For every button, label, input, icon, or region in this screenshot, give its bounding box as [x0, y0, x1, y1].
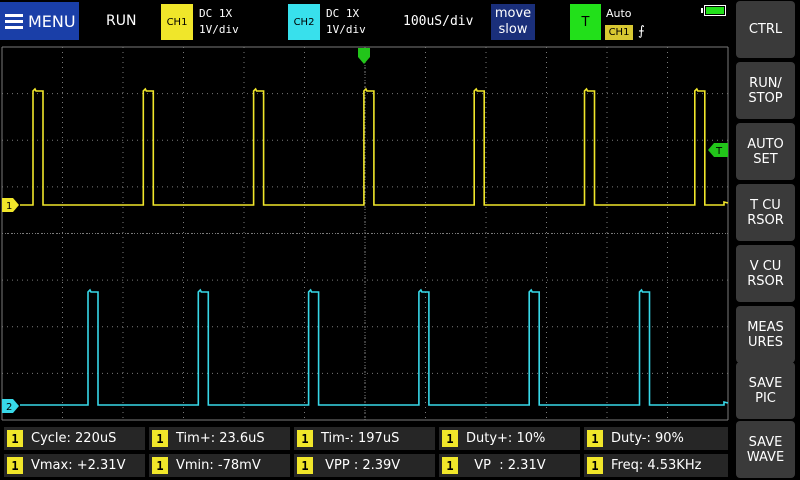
ch1-scale: 1V/div — [199, 23, 239, 36]
trigger-level-marker[interactable]: T — [708, 143, 728, 157]
measurement-tim-minus[interactable]: 1 Tim-: 197uS — [294, 427, 435, 450]
measurement-channel: 1 — [297, 457, 313, 474]
measurement-channel: 1 — [587, 430, 603, 447]
battery-nub — [701, 8, 703, 13]
measurement-cycle[interactable]: 1 Cycle: 220uS — [4, 427, 145, 450]
ch1-waveform — [20, 87, 729, 206]
v-cursor-button[interactable]: V CU RSOR — [736, 245, 795, 302]
measurement-value: VP : 2.31V — [466, 458, 546, 473]
measurement-value: Vmin: -78mV — [176, 458, 261, 473]
measurement-vp[interactable]: 1 VP : 2.31V — [439, 454, 580, 477]
move-speed-line2: slow — [498, 22, 528, 37]
trigger-position-marker[interactable] — [358, 48, 370, 64]
measurement-value: Freq: 4.53KHz — [611, 458, 702, 473]
trigger-badge[interactable]: T — [570, 4, 601, 40]
measurement-duty-plus[interactable]: 1 Duty+: 10% — [439, 427, 580, 450]
measurement-value: Duty+: 10% — [466, 431, 546, 446]
ch1-settings[interactable]: DC 1X 1V/div — [199, 6, 239, 38]
ch2-ground-marker[interactable]: 2 — [2, 399, 19, 413]
ch1-marker-label: 1 — [6, 201, 12, 212]
measurement-channel: 1 — [442, 457, 458, 474]
waveform-canvas[interactable]: T 1 2 — [0, 45, 730, 425]
auto-set-button[interactable]: AUTO SET — [736, 123, 795, 180]
menu-button[interactable]: MENU — [0, 2, 79, 40]
run-status[interactable]: RUN — [106, 13, 137, 29]
measurement-value: Tim+: 23.6uS — [176, 431, 265, 446]
measurement-channel: 1 — [7, 457, 23, 474]
measurement-freq[interactable]: 1 Freq: 4.53KHz — [584, 454, 728, 477]
measurement-tim-plus[interactable]: 1 Tim+: 23.6uS — [149, 427, 290, 450]
measurement-value: VPP : 2.39V — [321, 458, 401, 473]
move-speed-button[interactable]: move slow — [491, 4, 535, 40]
measurement-value: Cycle: 220uS — [31, 431, 117, 446]
menu-label: MENU — [28, 11, 76, 31]
measurement-value: Vmax: +2.31V — [31, 458, 126, 473]
t-cursor-button[interactable]: T CU RSOR — [736, 184, 795, 241]
ch2-marker-label: 2 — [6, 402, 12, 413]
measurement-value: Duty-: 90% — [611, 431, 684, 446]
trigger-mode[interactable]: Auto — [606, 7, 632, 20]
measurement-channel: 1 — [152, 457, 168, 474]
measurement-vmin[interactable]: 1 Vmin: -78mV — [149, 454, 290, 477]
measurement-channel: 1 — [7, 430, 23, 447]
measurement-channel: 1 — [442, 430, 458, 447]
ctrl-button[interactable]: CTRL — [736, 1, 795, 58]
measurement-channel: 1 — [297, 430, 313, 447]
measures-button[interactable]: MEAS URES — [736, 306, 795, 363]
measurement-channel: 1 — [152, 430, 168, 447]
ch2-scale: 1V/div — [326, 23, 366, 36]
trigger-source[interactable]: CH1 — [605, 25, 633, 40]
save-wave-button[interactable]: SAVE WAVE — [736, 421, 795, 478]
ch2-waveform — [20, 288, 729, 406]
save-pic-button[interactable]: SAVE PIC — [736, 362, 795, 419]
ch1-badge[interactable]: CH1 — [161, 4, 193, 40]
measurement-vmax[interactable]: 1 Vmax: +2.31V — [4, 454, 145, 477]
battery-fill — [706, 7, 724, 14]
waveform-display[interactable]: T 1 2 — [0, 45, 730, 425]
ch2-settings[interactable]: DC 1X 1V/div — [326, 6, 366, 38]
measurement-vpp[interactable]: 1 VPP : 2.39V — [294, 454, 435, 477]
measurement-value: Tim-: 197uS — [321, 431, 400, 446]
ch2-coupling: DC 1X — [326, 7, 360, 20]
rising-edge-icon: ⨍ — [638, 24, 645, 39]
grid — [1, 46, 729, 421]
run-stop-button[interactable]: RUN/ STOP — [736, 62, 795, 119]
battery-icon — [701, 5, 726, 16]
measurement-duty-minus[interactable]: 1 Duty-: 90% — [584, 427, 728, 450]
timebase[interactable]: 100uS/div — [403, 14, 474, 29]
measurement-channel: 1 — [587, 457, 603, 474]
side-button-panel: CTRL RUN/ STOP AUTO SET T CU RSOR V CU R… — [736, 0, 800, 480]
move-speed-line1: move — [494, 6, 532, 21]
trigger-level-label: T — [715, 146, 723, 157]
top-bar: MENU RUN CH1 DC 1X 1V/div CH2 DC 1X 1V/d… — [0, 0, 730, 44]
measurement-panel: 1 Cycle: 220uS 1 Tim+: 23.6uS 1 Tim-: 19… — [4, 427, 728, 479]
hamburger-icon — [5, 14, 23, 29]
ch2-badge[interactable]: CH2 — [288, 4, 320, 40]
ch1-coupling: DC 1X — [199, 7, 233, 20]
ch1-ground-marker[interactable]: 1 — [2, 198, 19, 212]
